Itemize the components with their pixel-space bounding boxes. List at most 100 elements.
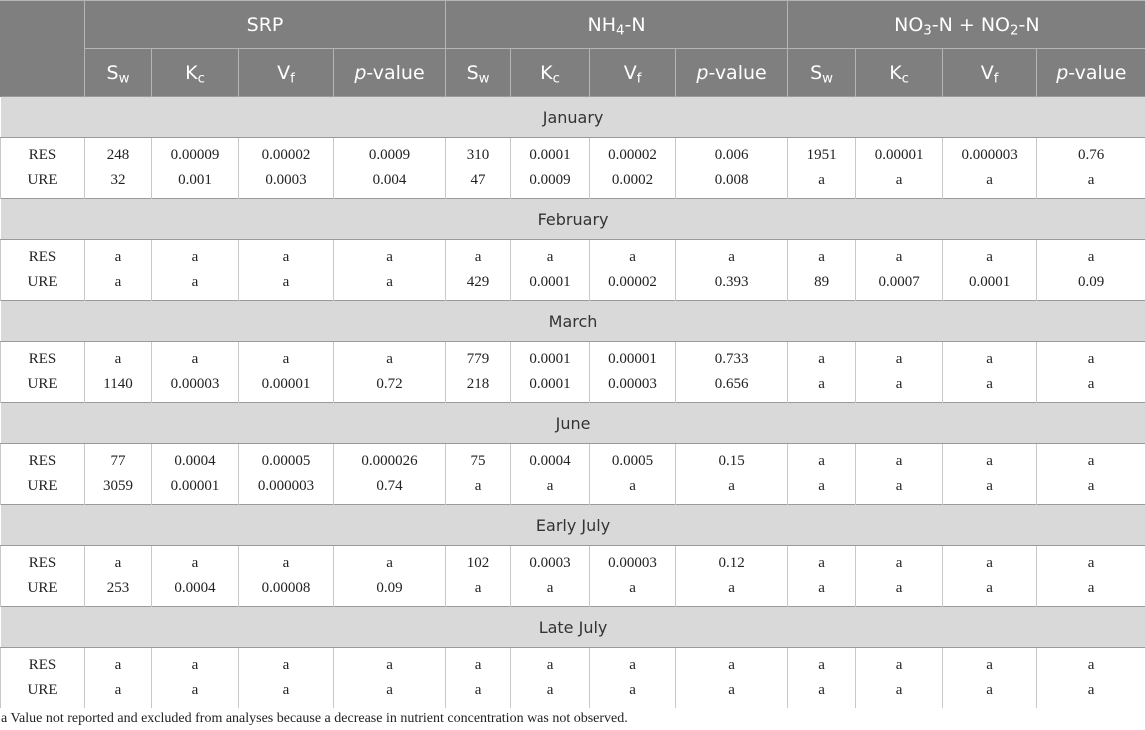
value-cell-nh4-n-p-value: 0.733 0.656 xyxy=(675,341,788,403)
column-header-nh4-n-sw: Sw xyxy=(445,48,511,97)
value-cell-nh4-n-kc: 0.0004 a xyxy=(510,443,590,505)
month-label: June xyxy=(0,402,1145,444)
value-cell-nh4-n-p-value: 0.006 0.008 xyxy=(675,137,788,199)
group-header-nh4-n: NH4-N xyxy=(445,0,788,49)
value-cell-nh4-n-kc: 0.0001 0.0001 xyxy=(510,341,590,403)
table-row: RES URE a a a a a a a a a a a a a a a a a a a a a a a a xyxy=(0,647,1145,708)
value-cell-nh4-n-kc: a 0.0001 xyxy=(510,239,590,301)
month-label: March xyxy=(0,300,1145,342)
column-header-nh4-n-kc: Kc xyxy=(510,48,590,97)
value-cell-srp-vf: a 0.00008 xyxy=(238,545,334,607)
value-cell-srp-sw: a 1140 xyxy=(84,341,152,403)
table-row: RES URE a 253 a 0.0004 a 0.00008 a 0.09 102 a 0.0003… xyxy=(0,545,1145,607)
value-cell-srp-vf: 0.00002 0.0003 xyxy=(238,137,334,199)
table-row: RES URE a a a a a a a a a 429 a 0.0001 a 0.00002 a 0.393 a… xyxy=(0,239,1145,301)
value-cell-nh4-n-sw: a 429 xyxy=(445,239,511,301)
value-cell-srp-p-value: 0.0009 0.004 xyxy=(332,137,446,199)
table-body: January RES URE 248 32 0.00009 0.001 0.00002 0.0… xyxy=(0,96,1145,708)
month-row: June xyxy=(0,402,1145,444)
value-cell-srp-sw: 77 3059 xyxy=(84,443,152,505)
month-label: Late July xyxy=(0,606,1145,648)
month-row: Late July xyxy=(0,606,1145,648)
month-label: February xyxy=(0,198,1145,240)
column-header-srp-kc: Kc xyxy=(151,48,239,97)
value-cell-no3-no2-n-kc: a 0.0007 xyxy=(855,239,943,301)
column-header-no3-no2-n-vf: Vf xyxy=(942,48,1037,97)
value-cell-no3-no2-n-p-value: a 0.09 xyxy=(1036,239,1145,301)
value-cell-nh4-n-p-value: a 0.393 xyxy=(675,239,788,301)
value-cell-no3-no2-n-vf: a 0.0001 xyxy=(942,239,1037,301)
value-cell-srp-kc: a 0.0004 xyxy=(151,545,239,607)
column-header-srp-sw: Sw xyxy=(84,48,152,97)
month-label: Early July xyxy=(0,504,1145,546)
header-group-row: SRP NH4-N NO3-N + NO2-N xyxy=(0,0,1145,97)
footnote: a Value not reported and excluded from a… xyxy=(1,711,628,726)
value-cell-no3-no2-n-sw: a 89 xyxy=(787,239,856,301)
value-cell-srp-p-value: a 0.72 xyxy=(332,341,446,403)
table-row: RES URE a 1140 a 0.00003 a 0.00001 a 0.72 779 218 0.… xyxy=(0,341,1145,403)
value-cell-srp-sw: 248 32 xyxy=(84,137,152,199)
site-label-cell: RES URE xyxy=(0,545,85,607)
column-header-nh4-n-vf: Vf xyxy=(589,48,676,97)
column-header-no3-no2-n-p-value: p-value xyxy=(1036,48,1145,97)
column-header-no3-no2-n-kc: Kc xyxy=(855,48,943,97)
month-row: Early July xyxy=(0,504,1145,546)
group-header-srp: SRP xyxy=(83,0,446,49)
header-corner xyxy=(0,0,85,97)
value-cell-no3-no2-n-kc: 0.00001 a xyxy=(855,137,943,199)
value-cell-srp-p-value: a 0.09 xyxy=(332,545,446,607)
value-cell-srp-vf: 0.00005 0.000003 xyxy=(238,443,334,505)
value-cell-srp-kc: 0.00009 0.001 xyxy=(151,137,239,199)
site-label-cell: RES URE xyxy=(0,137,85,199)
value-cell-nh4-n-p-value: 0.15 a xyxy=(675,443,788,505)
value-cell-nh4-n-sw: 779 218 xyxy=(445,341,511,403)
value-cell-nh4-n-vf: 0.00003 a xyxy=(589,545,676,607)
value-cell-nh4-n-sw: 310 47 xyxy=(445,137,511,199)
value-cell-nh4-n-vf: 0.00001 0.00003 xyxy=(589,341,676,403)
value-cell-srp-vf: a 0.00001 xyxy=(238,341,334,403)
value-cell-nh4-n-kc: 0.0001 0.0009 xyxy=(510,137,590,199)
column-header-no3-no2-n-sw: Sw xyxy=(787,48,856,97)
value-cell-nh4-n-sw: 102 a xyxy=(445,545,511,607)
month-row: January xyxy=(0,96,1145,138)
table-row: RES URE 248 32 0.00009 0.001 0.00002 0.0003 0.00… xyxy=(0,137,1145,199)
site-label-cell: RES URE xyxy=(0,341,85,403)
value-cell-nh4-n-vf: 0.0005 a xyxy=(589,443,676,505)
group-header-no3-no2-n: NO3-N + NO2-N xyxy=(787,0,1145,49)
site-label-cell: RES URE xyxy=(0,443,85,505)
month-row: February xyxy=(0,198,1145,240)
site-label-cell: RES URE xyxy=(0,239,85,301)
value-cell-srp-kc: a 0.00003 xyxy=(151,341,239,403)
column-header-nh4-n-p-value: p-value xyxy=(675,48,788,97)
value-cell-srp-sw: a 253 xyxy=(84,545,152,607)
month-label: January xyxy=(0,96,1145,138)
value-cell-no3-no2-n-p-value: 0.76 a xyxy=(1036,137,1145,199)
value-cell-nh4-n-p-value: 0.12 a xyxy=(675,545,788,607)
value-cell-srp-kc: 0.0004 0.00001 xyxy=(151,443,239,505)
month-row: March xyxy=(0,300,1145,342)
column-header-srp-vf: Vf xyxy=(238,48,334,97)
